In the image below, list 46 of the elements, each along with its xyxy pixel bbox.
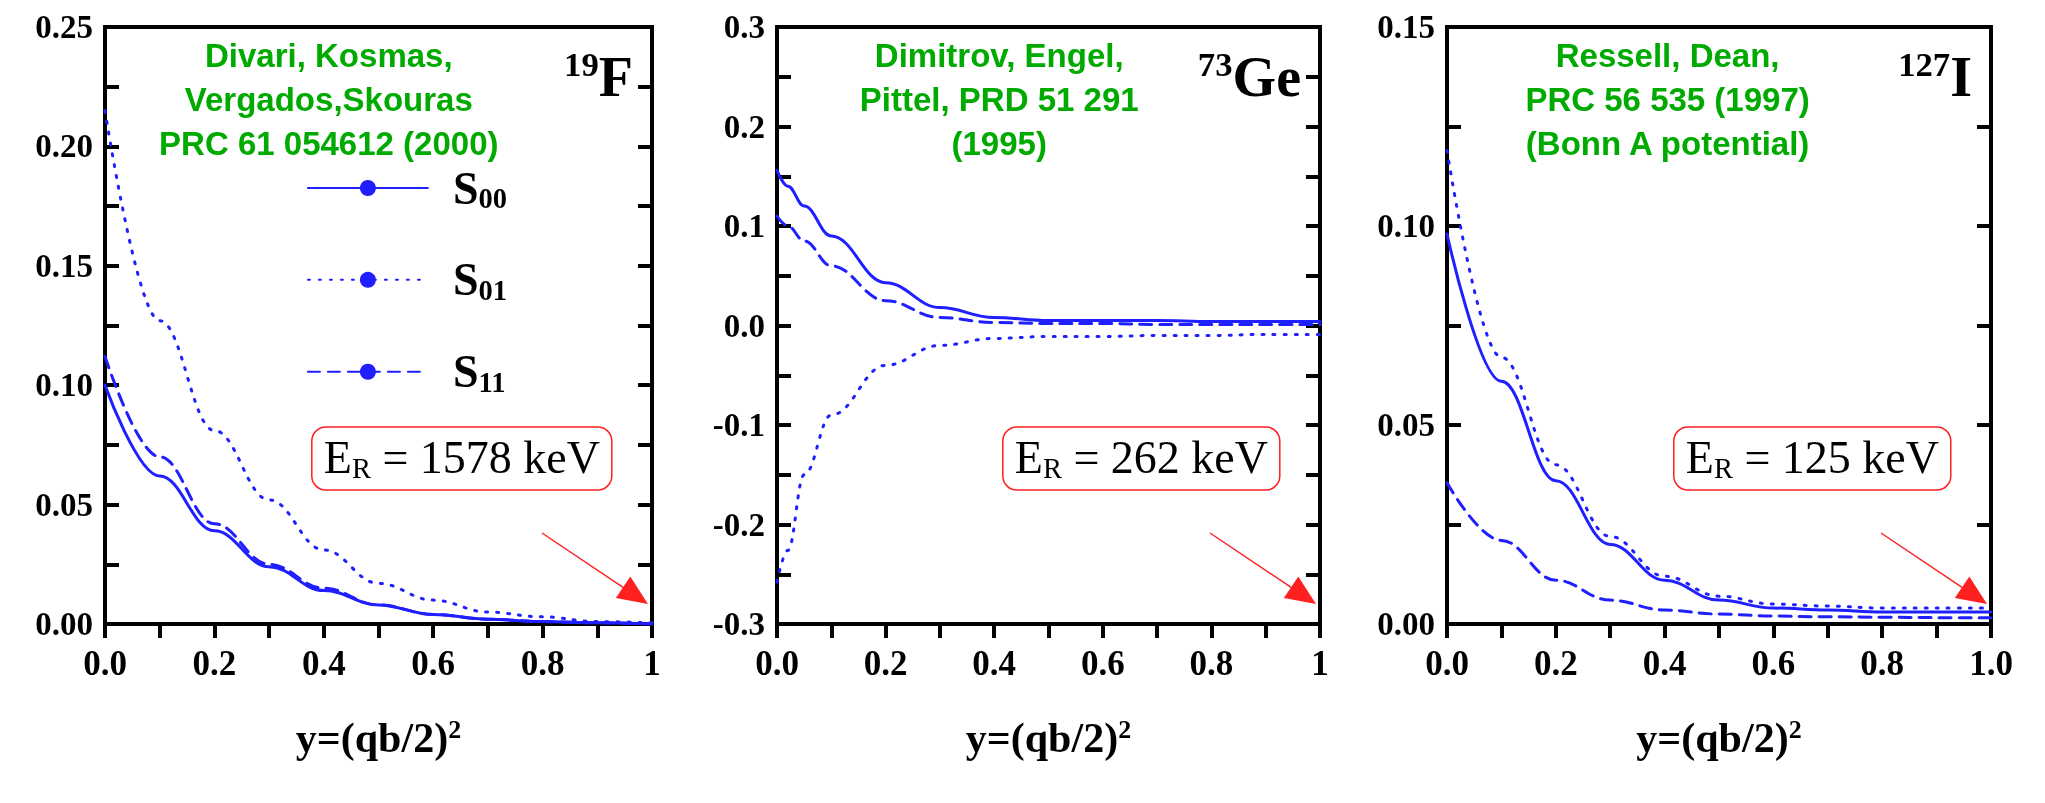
- x-tick-label: 0.8: [1189, 644, 1234, 683]
- x-tick-label: 0.2: [192, 644, 237, 683]
- x-tick-label: 0.2: [863, 644, 908, 683]
- y-tick-label: 0.10: [35, 367, 93, 404]
- annotation: ER = 1578 keV: [323, 432, 601, 484]
- y-tick-label: -0.3: [712, 606, 765, 642]
- y-tick-label: 0.2: [723, 108, 765, 145]
- x-tick-label: 0.0: [83, 644, 127, 683]
- y-tick-label: 0.1: [723, 208, 765, 244]
- x-tick-label: 1.0: [1969, 644, 2013, 683]
- legend-label: S11: [452, 346, 506, 398]
- y-tick-label: 0.25: [35, 9, 93, 45]
- line-series: [1445, 481, 1993, 620]
- x-tick-label: 1: [1311, 644, 1329, 683]
- annotation: ER = 262 keV: [1014, 432, 1269, 484]
- x-tick-label: 0.6: [1751, 644, 1796, 683]
- annotation: ER = 125 keV: [1685, 432, 1940, 484]
- x-tick-label: 0.4: [301, 644, 346, 683]
- x-tick-label: 0.8: [520, 644, 565, 683]
- x-tick-label: 0.6: [411, 644, 456, 683]
- y-tick-label: 0.20: [35, 128, 93, 165]
- x-tick-label: 0.8: [1860, 644, 1905, 683]
- x-tick-label: 0.0: [1425, 644, 1469, 683]
- legend-label: S00: [452, 162, 507, 214]
- y-tick-label: 0.0: [723, 307, 765, 344]
- annotation: Ressell, Dean, PRC 56 535 (1997) (Bonn A potential): [1525, 36, 1810, 162]
- x-tick-label: 1: [643, 644, 661, 683]
- x-tick-label: 0.4: [1642, 644, 1687, 683]
- y-tick-label: 0.05: [35, 486, 93, 523]
- y-tick-label: 0.15: [1377, 9, 1435, 45]
- x-tick-label: 0.0: [755, 644, 799, 683]
- line-series: [775, 332, 1322, 584]
- y-tick-label: 0.00: [1377, 606, 1435, 642]
- x-tick-label: 0.2: [1533, 644, 1578, 683]
- x-tick-label: 0.6: [1080, 644, 1125, 683]
- y-tick-label: 0.05: [1377, 407, 1435, 443]
- y-tick-label: -0.2: [712, 506, 765, 543]
- y-tick-label: 0.15: [35, 247, 93, 284]
- annotation: Divari, Kosmas, Vergados,Skouras PRC 61 054612 (2000): [159, 36, 499, 162]
- y-tick-label: -0.1: [712, 407, 765, 443]
- x-tick-label: 0.4: [972, 644, 1017, 683]
- y-tick-label: 0.00: [35, 606, 93, 642]
- legend-label: S01: [452, 254, 507, 306]
- y-tick-label: 0.10: [1377, 208, 1435, 244]
- y-tick-label: 0.3: [723, 9, 765, 45]
- annotation: Dimitrov, Engel, Pittel, PRD 51 291 (1995): [859, 36, 1139, 162]
